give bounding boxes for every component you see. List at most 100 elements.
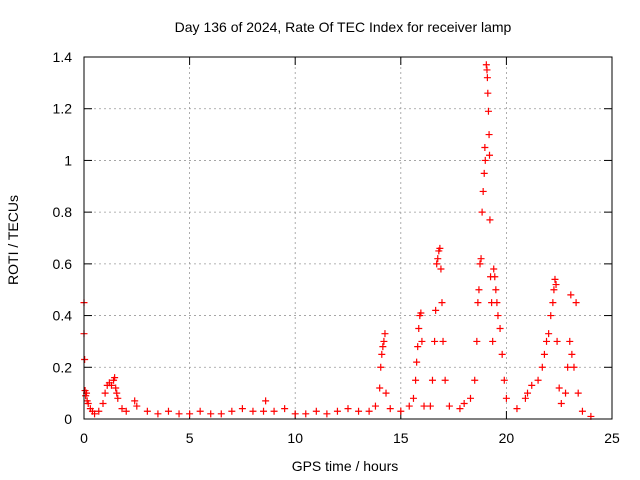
data-point: [131, 397, 139, 405]
y-tick-label: 0.6: [53, 256, 73, 272]
data-point: [228, 407, 236, 415]
data-point: [492, 286, 500, 294]
data-point: [432, 306, 440, 314]
data-point: [164, 407, 172, 415]
data-point: [474, 299, 482, 307]
data-point: [578, 407, 586, 415]
data-point: [484, 89, 492, 97]
x-axis-label: GPS time / hours: [292, 458, 399, 474]
data-point: [397, 407, 405, 415]
data-point: [260, 407, 268, 415]
data-point: [238, 405, 246, 413]
y-axis-label: ROTI / TECUs: [5, 195, 21, 285]
y-tick-label: 0: [64, 411, 72, 427]
data-point: [547, 312, 555, 320]
data-point: [481, 144, 489, 151]
data-point: [553, 337, 561, 345]
data-point: [489, 337, 497, 345]
data-point: [84, 399, 92, 407]
data-point: [217, 410, 225, 418]
data-point: [114, 394, 122, 402]
data-point: [555, 384, 563, 392]
y-tick-label: 1.4: [53, 49, 73, 65]
data-point: [498, 350, 506, 358]
data-point: [534, 376, 542, 384]
data-point: [496, 325, 504, 332]
data-point: [196, 407, 204, 415]
data-point: [476, 260, 484, 268]
data-point: [207, 410, 215, 418]
data-point: [333, 407, 341, 415]
data-point: [113, 389, 121, 397]
x-tick-label: 5: [186, 430, 194, 446]
data-point: [81, 356, 89, 364]
data-point: [568, 350, 576, 358]
data-point: [436, 244, 444, 252]
data-point: [99, 399, 107, 407]
data-point: [572, 299, 580, 307]
grid: [84, 57, 612, 419]
data-point: [566, 337, 574, 345]
data-point: [118, 405, 126, 413]
data-point: [433, 260, 441, 268]
data-point: [377, 363, 385, 371]
data-point: [481, 156, 489, 164]
data-point: [485, 131, 493, 139]
data-point: [323, 410, 331, 418]
data-point: [466, 394, 474, 402]
data-point: [551, 275, 559, 283]
y-tick-label: 1.2: [53, 101, 73, 117]
data-point: [479, 187, 487, 195]
x-tick-label: 10: [287, 430, 303, 446]
data-point: [154, 410, 162, 418]
data-point: [567, 291, 575, 299]
data-point: [365, 407, 373, 415]
data-point: [570, 363, 578, 371]
data-point: [513, 405, 521, 413]
data-point: [550, 286, 558, 294]
data-point: [439, 337, 447, 345]
data-point: [437, 265, 445, 273]
data-point: [524, 389, 532, 397]
data-point: [528, 381, 536, 389]
data-point: [413, 358, 421, 366]
data-point: [543, 337, 551, 345]
data-point: [438, 299, 446, 307]
data-point: [382, 389, 390, 397]
data-point: [475, 286, 483, 294]
data-point: [414, 343, 422, 351]
data-point: [405, 402, 413, 410]
data-point: [312, 407, 320, 415]
data-point: [521, 394, 529, 402]
data-point: [574, 389, 582, 397]
data-point: [490, 265, 498, 273]
data-point: [483, 74, 491, 82]
data-point: [186, 410, 194, 418]
data-point: [483, 66, 491, 74]
data-point: [122, 407, 130, 415]
data-point: [428, 376, 436, 384]
data-point: [378, 350, 386, 358]
x-tick-label: 0: [80, 430, 88, 446]
x-tick-label: 25: [604, 430, 620, 446]
data-point: [420, 402, 428, 410]
data-point: [386, 405, 394, 413]
data-point: [376, 384, 384, 392]
data-point: [101, 389, 109, 397]
data-point: [456, 405, 464, 413]
data-point: [552, 281, 560, 289]
y-tick-label: 0.4: [53, 308, 73, 324]
data-point: [493, 299, 501, 307]
data-point: [491, 273, 499, 281]
y-tick-label: 0.8: [53, 204, 73, 220]
data-point: [482, 61, 490, 69]
data-point: [344, 405, 352, 413]
data-point: [111, 374, 119, 382]
data-point: [371, 402, 379, 410]
data-point: [486, 151, 494, 159]
data-point: [502, 394, 510, 402]
data-point: [112, 384, 120, 392]
data-point: [91, 410, 99, 418]
data-point: [249, 407, 257, 415]
